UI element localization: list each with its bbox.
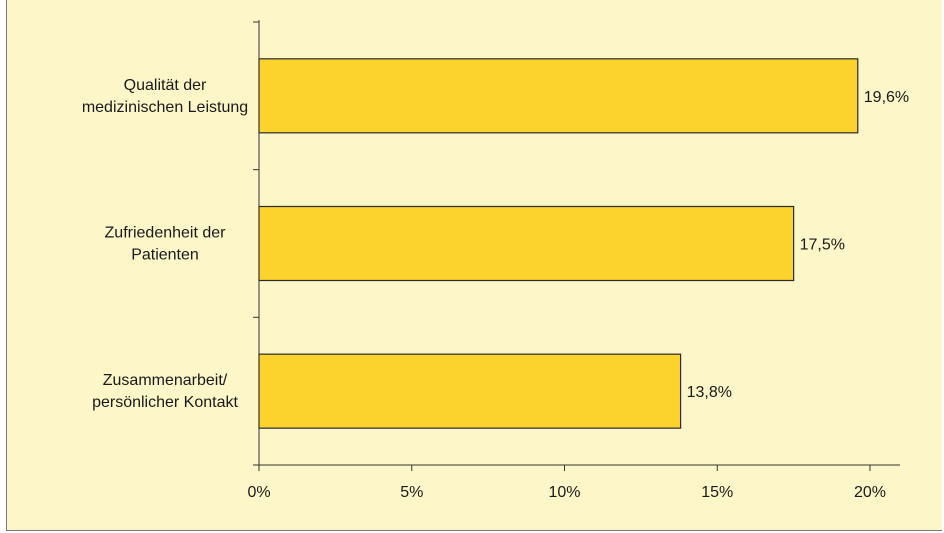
- bar: [258, 205, 795, 282]
- x-tick-label: 20%: [854, 484, 886, 501]
- category-label: Qualität der medizinischen Leistung: [82, 77, 248, 116]
- x-tick-label: 15%: [701, 484, 733, 501]
- bars-layer: [258, 58, 859, 429]
- data-label: 17,5%: [800, 237, 845, 254]
- bar-chart: 0% 5% 10% 15% 20% 19,6% Qualität der medizinisc…: [82, 20, 909, 501]
- x-tick-label: 0%: [247, 484, 270, 501]
- bar: [258, 353, 682, 429]
- chart-area: 0% 5% 10% 15% 20% 19,6% Qualität der medizinisc…: [6, 0, 942, 531]
- category-label: Zusammenarbeit/persönlicher Kontakt: [92, 372, 238, 411]
- x-tick-label: 10%: [548, 484, 580, 501]
- data-label: 13,8%: [687, 384, 732, 401]
- x-tick-label: 5%: [400, 484, 423, 501]
- axis-layer: [253, 20, 900, 471]
- bar: [258, 58, 859, 134]
- data-label: 19,6%: [864, 89, 909, 106]
- labels-layer: 0% 5% 10% 15% 20% 19,6% Qualität der medizinisc…: [82, 77, 909, 501]
- category-label: Zufriedenheit der Patienten: [105, 225, 227, 264]
